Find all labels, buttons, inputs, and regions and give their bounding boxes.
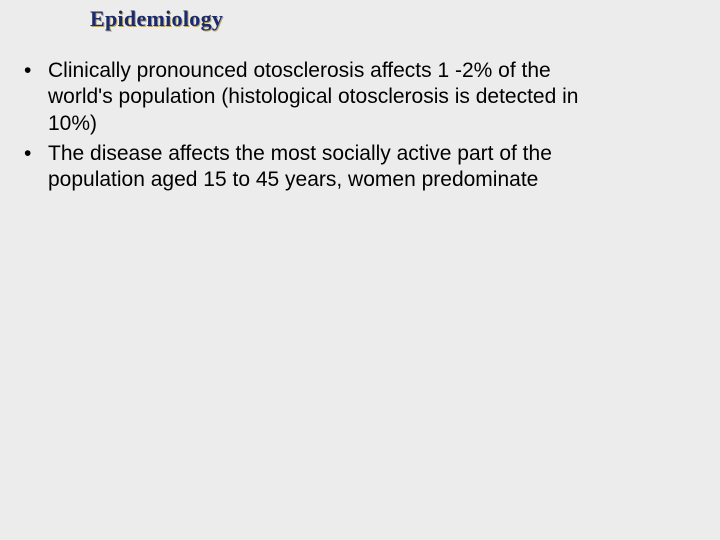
- bullet-list: Clinically pronounced otosclerosis affec…: [22, 58, 620, 193]
- slide: Epidemiology Clinically pronounced otosc…: [0, 0, 720, 540]
- list-item: Clinically pronounced otosclerosis affec…: [22, 58, 620, 137]
- slide-title: Epidemiology: [90, 6, 223, 32]
- slide-body: Clinically pronounced otosclerosis affec…: [22, 58, 620, 197]
- list-item: The disease affects the most socially ac…: [22, 141, 620, 194]
